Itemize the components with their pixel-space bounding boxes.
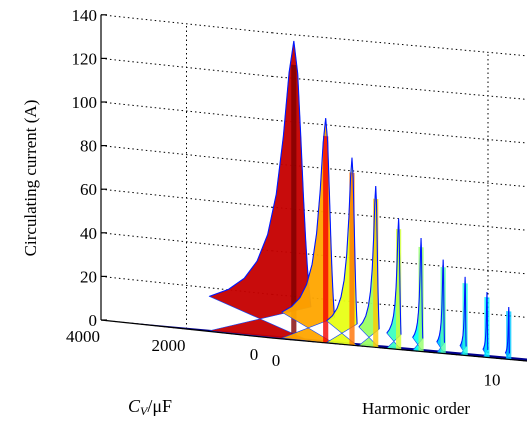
grid-line-back-wall xyxy=(271,163,527,188)
grid-line-left-wall xyxy=(100,101,273,121)
y-axis-label-subscript: V xyxy=(140,404,149,418)
labels-layer: Circulating current (A) Harmonic order C… xyxy=(21,100,470,418)
grid-layer xyxy=(100,14,527,362)
resonance-peak-h4-outline xyxy=(326,157,358,325)
grid-line-left-wall xyxy=(100,232,273,252)
grid-line-back-wall xyxy=(271,32,527,57)
z-tick-label: 100 xyxy=(72,93,98,112)
grid-line-back-wall xyxy=(271,75,527,100)
surface-layer xyxy=(208,40,512,360)
y-axis-label-unit: /μF xyxy=(147,396,172,416)
z-tick-label: 0 xyxy=(89,311,98,330)
resonance-peak-h2-outline xyxy=(209,40,312,308)
harmonic-tick-label: 10 xyxy=(484,371,501,390)
c-tick-label: 2000 xyxy=(152,336,186,355)
resonance-peak-h11-outline xyxy=(504,307,510,354)
resonance-peak-h9-outline xyxy=(459,276,467,347)
grid-line-left-wall xyxy=(100,145,273,165)
z-tick-label: 120 xyxy=(72,49,98,68)
z-tick-label: 40 xyxy=(80,224,97,243)
resonance-peak-h2-core xyxy=(291,64,297,340)
z-tick-label: 80 xyxy=(80,137,97,156)
resonance-peak-h8-outline xyxy=(436,259,446,343)
z-tick-label: 140 xyxy=(72,6,98,25)
resonance-peak-h10-outline xyxy=(482,291,489,350)
y-axis-label: CV/μF xyxy=(128,396,172,418)
z-tick-label: 20 xyxy=(80,267,97,286)
axes-layer: 02040608010012014002000400001020 xyxy=(66,6,527,390)
axis-edge-capacitance xyxy=(100,319,273,339)
y-axis-label-symbol: C xyxy=(128,396,141,416)
z-tick-label: 60 xyxy=(80,180,97,199)
axis-edge-harmonic xyxy=(271,337,527,362)
resonance-peak-h4-core xyxy=(349,172,355,346)
c-tick-label: 4000 xyxy=(66,327,100,346)
z-axis-label: Circulating current (A) xyxy=(21,100,40,257)
resonance-peak-h3-core xyxy=(323,135,329,343)
x-axis-label: Harmonic order xyxy=(362,399,470,418)
resonance-peak-h7-outline xyxy=(412,238,424,339)
grid-line-back-wall xyxy=(271,119,527,144)
resonance-peak-h6-outline xyxy=(386,218,402,335)
resonance-peak-h5-outline xyxy=(358,185,380,330)
harmonic-tick-label: 0 xyxy=(272,351,281,370)
grid-line-back-wall xyxy=(271,250,527,275)
resonance-peak-h3-outline xyxy=(281,118,336,318)
grid-line-left-wall xyxy=(100,275,273,295)
grid-line-left-wall xyxy=(100,14,273,34)
c-tick-label: 0 xyxy=(250,345,259,364)
